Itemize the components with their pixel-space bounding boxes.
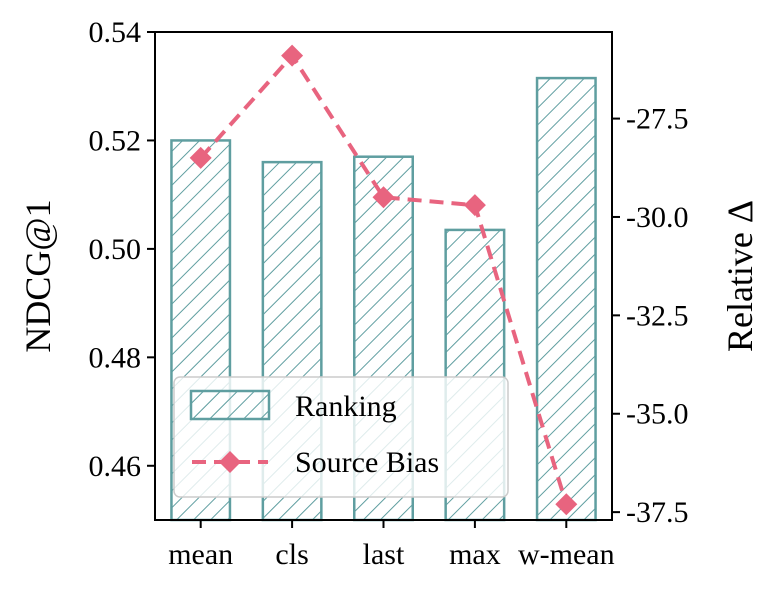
y2-tick-label: -37.5 [626,496,689,529]
x-tick-label-w-mean: w-mean [518,538,615,571]
legend-label-source-bias: Source Bias [295,446,439,479]
y2-tick-label: -27.5 [626,103,689,136]
source-bias-point-mean [189,146,212,169]
y2-tick-label: -30.0 [626,201,689,234]
source-bias-line [199,52,569,505]
y2-axis-title: Relative Δ [720,200,760,352]
bar-w-mean [535,76,597,522]
legend-marker-diamond [219,451,241,473]
x-tick-label-max: max [449,538,501,571]
source-bias-point-max [463,194,486,217]
legend-bar-swatch [189,389,271,421]
x-tick-label-cls: cls [275,538,308,571]
axes-layer: 0.46 0.48 0.50 0.52 0.54 -27.5 -30.0 -32.5 -35.0… [18,16,760,571]
y-tick-label: 0.54 [89,16,142,49]
source-bias-point-cls [281,44,304,67]
legend: Ranking Source Bias [173,376,509,498]
source-bias-point-last [372,186,395,209]
source-bias-point-w-mean [555,493,578,516]
y-tick-label: 0.52 [89,124,142,157]
y-axis-title: NDCG@1 [18,199,58,352]
x-tick-label-last: last [363,538,405,571]
line-layer [189,44,578,516]
x-tick-label-mean: mean [168,538,233,571]
y2-tick-label: -32.5 [626,299,689,332]
legend-label-ranking: Ranking [295,390,397,423]
y-tick-label: 0.50 [89,233,142,266]
y2-tick-label: -35.0 [626,398,689,431]
y-tick-label: 0.48 [89,341,142,374]
y-tick-label: 0.46 [89,450,142,483]
